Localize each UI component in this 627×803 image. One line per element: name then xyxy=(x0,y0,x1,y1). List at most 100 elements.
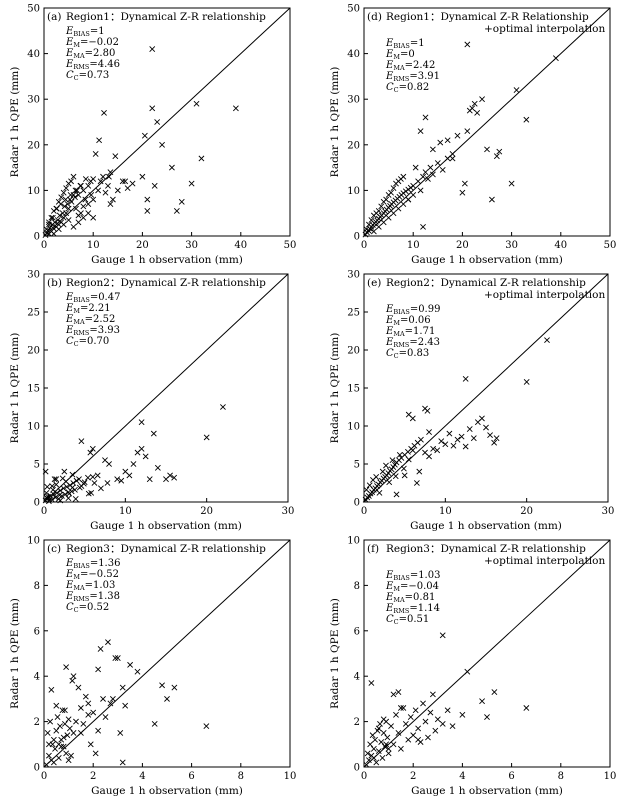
data-point xyxy=(493,153,500,160)
data-point xyxy=(106,173,112,180)
data-point xyxy=(203,723,210,730)
data-point xyxy=(63,664,70,671)
chart-panel: 0 10 20 30 40 50 0 10 20 30 40 50 Gauge 1 h observat… xyxy=(329,4,616,267)
data-point xyxy=(63,185,70,192)
chart-panel: 0 2 4 6 8 10 0 2 4 6 8 10 Gauge 1 h observation (mm)… xyxy=(9,536,296,798)
data-point xyxy=(458,433,465,440)
data-point xyxy=(54,714,61,720)
data-point xyxy=(80,720,87,727)
data-point xyxy=(366,482,373,489)
data-point xyxy=(380,219,387,226)
data-point xyxy=(64,201,71,207)
one-to-one-line xyxy=(43,539,291,768)
data-point xyxy=(42,468,49,475)
data-point xyxy=(367,741,374,748)
data-point xyxy=(434,160,441,166)
data-point xyxy=(491,689,498,696)
data-point xyxy=(141,132,148,139)
data-point xyxy=(449,151,456,157)
data-point xyxy=(70,673,77,680)
panel-title: Region1：Dynamical Z-R relationship xyxy=(66,11,266,23)
data-point xyxy=(97,646,104,652)
data-point xyxy=(102,189,109,196)
data-point xyxy=(51,219,58,226)
x-tick-label: 4 xyxy=(459,771,465,782)
data-point xyxy=(427,164,434,171)
stat-line: EBIAS=1 xyxy=(385,38,425,50)
data-point xyxy=(385,745,392,752)
stat-line: EBIAS=0.99 xyxy=(385,304,440,316)
data-point xyxy=(46,221,52,228)
data-point xyxy=(56,492,63,499)
data-point xyxy=(171,474,178,481)
y-tick-label: 30 xyxy=(27,95,40,106)
data-point xyxy=(119,684,126,691)
panel-title: Region3：Dynamical Z-R relationship xyxy=(386,543,586,555)
data-point xyxy=(464,41,471,48)
data-point xyxy=(95,727,102,734)
data-point xyxy=(427,709,434,716)
data-point xyxy=(434,716,441,723)
data-point xyxy=(43,761,50,768)
x-tick-label: 0 xyxy=(41,506,47,517)
data-point xyxy=(77,705,84,711)
data-point xyxy=(489,196,495,203)
x-tick-label: 6 xyxy=(188,771,194,782)
data-point xyxy=(112,153,119,160)
data-point xyxy=(58,194,65,201)
y-tick-label: 10 xyxy=(27,536,40,547)
data-point xyxy=(417,187,424,194)
data-point xyxy=(85,182,92,189)
data-point xyxy=(72,187,79,194)
data-point xyxy=(459,189,466,196)
data-point xyxy=(420,223,426,230)
data-point xyxy=(203,434,210,441)
data-point xyxy=(378,739,385,745)
data-point xyxy=(88,192,95,198)
data-point xyxy=(66,725,73,732)
data-point xyxy=(63,478,69,485)
stat-line: ERMS=3.93 xyxy=(65,325,120,337)
y-tick-label: 0 xyxy=(34,232,40,243)
stat-line: EMA=1.03 xyxy=(65,580,115,592)
data-point xyxy=(95,187,102,194)
stat-line: EM=0.06 xyxy=(385,315,431,327)
data-point xyxy=(167,472,173,479)
data-point xyxy=(372,736,378,743)
data-point xyxy=(416,468,423,475)
data-point xyxy=(70,730,77,736)
data-point xyxy=(410,192,417,198)
data-point xyxy=(96,137,103,144)
data-point xyxy=(464,668,471,675)
data-point xyxy=(370,755,377,761)
data-point xyxy=(89,445,96,452)
panel-label: (d) xyxy=(367,11,382,23)
data-point xyxy=(130,461,137,467)
data-point xyxy=(438,438,445,445)
data-point xyxy=(386,479,393,486)
data-point xyxy=(146,476,153,483)
data-point xyxy=(51,476,58,483)
data-point xyxy=(63,483,70,490)
stat-line: CC=0.73 xyxy=(66,70,109,82)
data-point xyxy=(439,632,446,639)
data-point xyxy=(109,196,116,203)
data-point xyxy=(470,435,477,442)
stat-line: ERMS=2.43 xyxy=(385,337,440,349)
data-point xyxy=(407,714,414,720)
data-point xyxy=(52,745,58,752)
x-tick-label: 2 xyxy=(90,771,96,782)
data-point xyxy=(50,759,57,766)
stat-line: ERMS=3.91 xyxy=(385,71,440,83)
data-point xyxy=(364,750,371,757)
data-point xyxy=(46,741,52,748)
data-point xyxy=(144,208,151,214)
data-point xyxy=(151,182,158,189)
data-point xyxy=(154,119,161,125)
data-point xyxy=(474,109,481,116)
panel-title: Region1：Dynamical Z-R Relationship xyxy=(386,11,589,23)
x-tick-label: 30 xyxy=(505,240,518,251)
data-point xyxy=(52,494,59,501)
y-tick-label: 20 xyxy=(347,140,360,151)
data-point xyxy=(390,741,397,748)
